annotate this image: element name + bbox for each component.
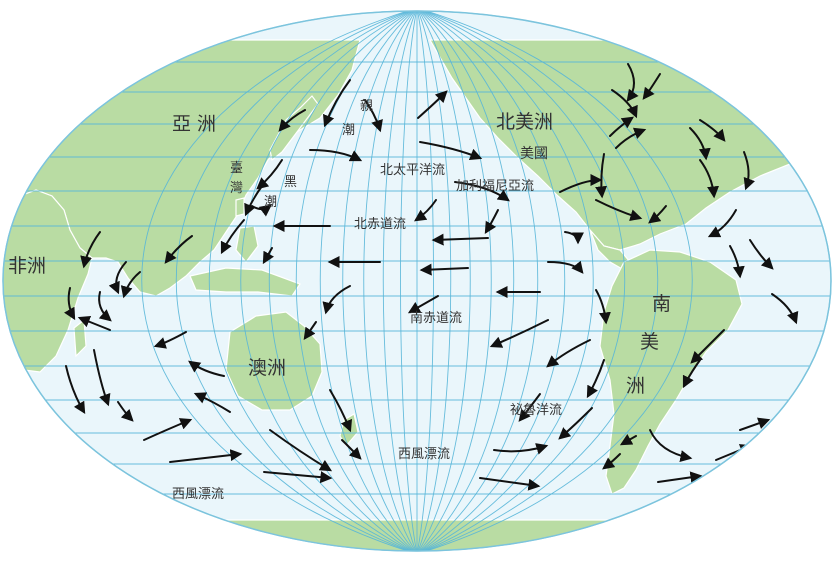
label-oceania: 澳洲 bbox=[248, 357, 286, 379]
label-kuroshio-1: 黑 bbox=[284, 175, 297, 190]
labels: 亞 洲 非洲 北美洲 美國 南 美 洲 澳洲 親 潮 臺 灣 黑 潮 北太平洋流… bbox=[8, 99, 671, 502]
antarctica-landmass bbox=[3, 519, 831, 551]
label-south-america-1: 南 bbox=[652, 293, 671, 315]
label-africa: 非洲 bbox=[8, 255, 46, 277]
label-california-current: 加利福尼亞流 bbox=[456, 179, 534, 194]
label-south-equatorial-current: 南赤道流 bbox=[410, 310, 462, 326]
label-oyashio-1: 親 bbox=[360, 99, 373, 114]
taiwan-landmass bbox=[235, 197, 245, 217]
japan-landmass bbox=[269, 95, 319, 162]
label-west-wind-drift-1: 西風漂流 bbox=[398, 446, 450, 462]
label-usa: 美國 bbox=[520, 146, 548, 162]
label-west-wind-drift-2: 西風漂流 bbox=[172, 486, 224, 502]
label-asia: 亞 洲 bbox=[172, 113, 216, 135]
label-taiwan-1: 臺 bbox=[230, 161, 243, 176]
australia-landmass bbox=[225, 311, 323, 411]
label-north-america: 北美洲 bbox=[496, 111, 553, 133]
label-south-america-2: 美 bbox=[640, 331, 659, 353]
label-oyashio-2: 潮 bbox=[342, 123, 355, 138]
label-north-equatorial-current: 北赤道流 bbox=[354, 217, 406, 232]
label-south-america-3: 洲 bbox=[626, 375, 645, 397]
label-taiwan-2: 灣 bbox=[230, 181, 243, 196]
label-kuroshio-2: 潮 bbox=[264, 195, 277, 210]
current-arrows bbox=[64, 63, 799, 491]
label-north-pacific-current: 北太平洋流 bbox=[380, 163, 445, 178]
globe-outline bbox=[2, 10, 832, 552]
label-peru-current: 祕魯洋流 bbox=[510, 403, 562, 418]
